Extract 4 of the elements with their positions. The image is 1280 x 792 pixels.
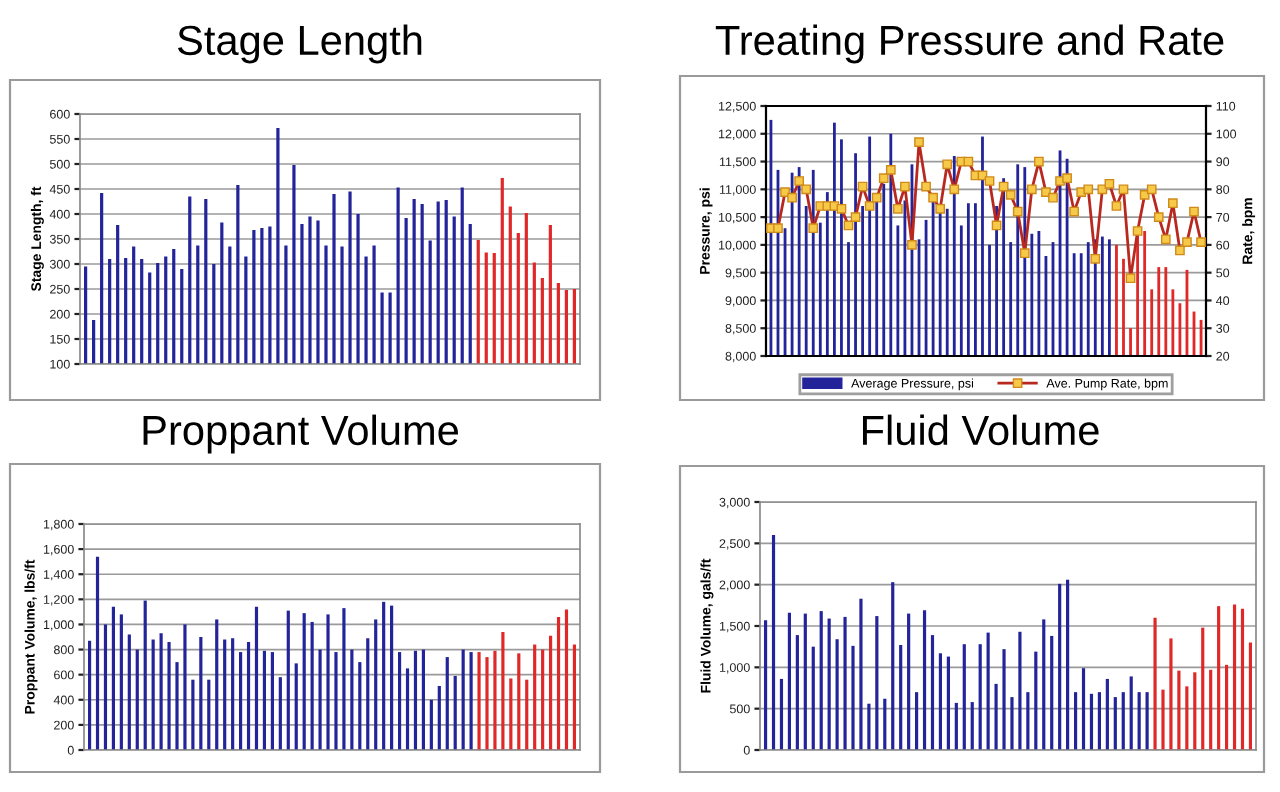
chart-title: Fluid Volume	[862, 414, 1099, 446]
chart-title: Proppant Volume	[143, 414, 458, 454]
chart-title: Treating Pressure and Rate	[715, 24, 1224, 64]
chart-title: Stage Length	[177, 24, 422, 64]
